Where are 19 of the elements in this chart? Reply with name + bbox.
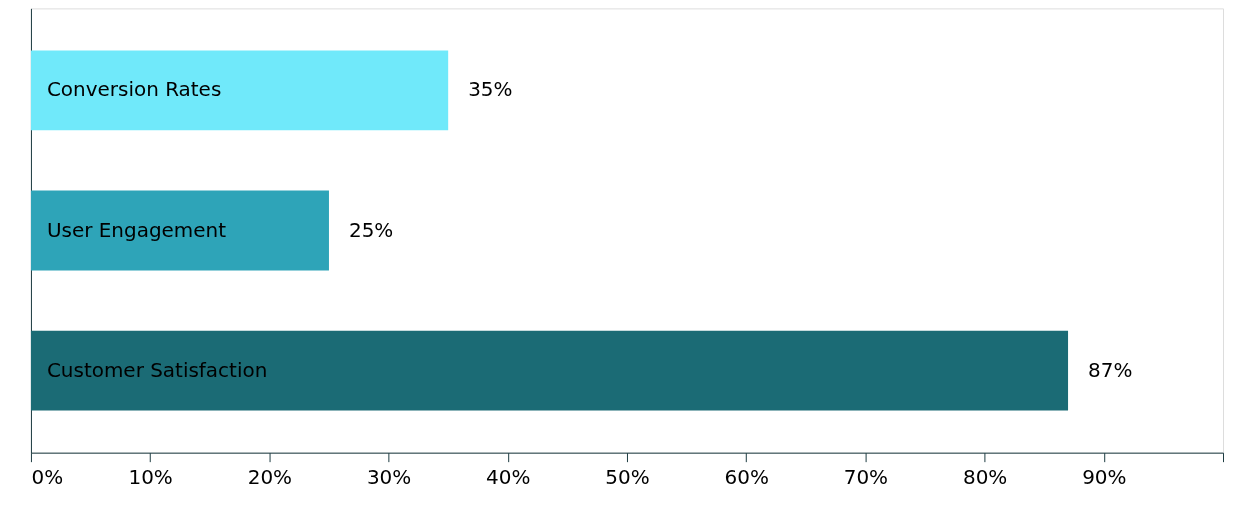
x-tick-label: 20% [247,465,293,490]
y-tick-label: Conversion Rates [46,77,222,102]
bar [30,190,329,271]
x-tick-label: 90% [1082,465,1127,490]
x-tick-label: 80% [962,465,1008,490]
y-tick-label: Customer Satisfaction [46,357,268,382]
data-label: 35% [468,77,513,102]
bar [30,330,1069,411]
bar [30,50,449,131]
x-tick-label: 70% [843,465,889,490]
data-label: 87% [1088,357,1133,382]
data-label: 25% [348,217,394,242]
x-tick-label: 50% [605,465,650,490]
x-tick-label: 60% [724,465,769,490]
x-tick-label: 10% [128,465,173,490]
y-tick-label: User Engagement [46,217,227,242]
x-tick-label: 30% [366,465,412,490]
x-tick-label: 40% [486,465,531,490]
x-tick-label: 0% [31,465,64,490]
